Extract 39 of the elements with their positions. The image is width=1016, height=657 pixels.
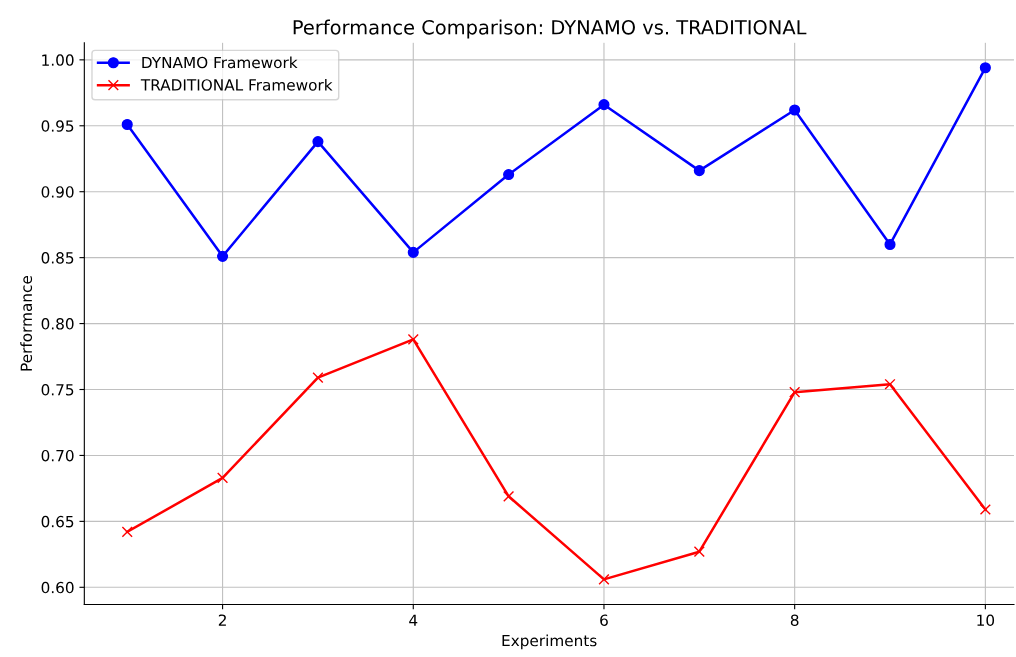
point <box>407 246 419 258</box>
point <box>407 333 419 345</box>
point <box>217 250 229 262</box>
y-tick-label: 0.80 <box>41 318 74 330</box>
x-tick-label: 6 <box>600 614 608 626</box>
point <box>121 526 133 538</box>
chart-title: Performance Comparison: DYNAMO vs. TRADITIONAL <box>293 19 807 39</box>
point <box>217 472 229 484</box>
point <box>979 62 991 74</box>
point <box>503 169 515 181</box>
point <box>884 378 896 390</box>
x-axis-title: Experiments <box>502 634 597 650</box>
x-tick-label: 4 <box>409 614 418 626</box>
point <box>598 99 610 111</box>
y-tick-label: 0.75 <box>41 383 74 396</box>
point <box>789 386 801 398</box>
point <box>503 490 515 502</box>
point <box>312 372 324 384</box>
point <box>979 503 991 516</box>
y-tick-label: 0.85 <box>41 252 74 264</box>
point <box>789 104 801 116</box>
y-tick-label: 0.70 <box>41 449 74 462</box>
legend-label: TRADITIONAL Framework <box>140 78 333 91</box>
y-tick-label: 0.65 <box>41 515 74 528</box>
point <box>598 573 610 585</box>
y-tick-label: 0.95 <box>41 120 74 132</box>
point <box>693 546 705 558</box>
point <box>693 165 705 177</box>
point <box>121 118 133 131</box>
point <box>312 136 324 148</box>
y-tick-label: 0.90 <box>41 186 74 198</box>
x-tick-label: 8 <box>790 614 799 626</box>
y-tick-label: 0.60 <box>41 581 74 594</box>
legend-label: DYNAMO Framework <box>142 56 298 69</box>
x-tick-label: 2 <box>218 614 226 626</box>
x-tick-label: 10 <box>977 614 995 626</box>
y-tick-label: 1.00 <box>42 54 74 66</box>
point <box>884 238 896 251</box>
y-axis-title: Performance <box>20 275 33 371</box>
